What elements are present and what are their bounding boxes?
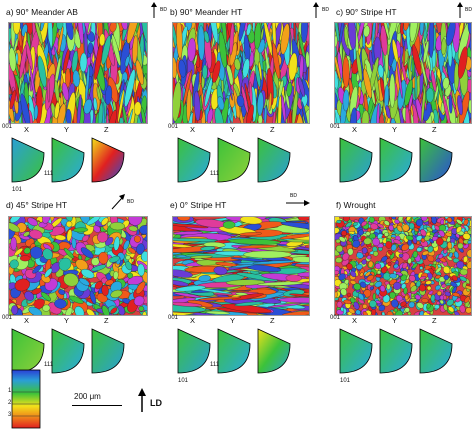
pf-axis-label: Z	[104, 125, 109, 134]
pf-axis-label: Y	[230, 316, 236, 325]
panel-b-label: b) 90° Meander HT	[170, 7, 243, 17]
legend-tick-1: 1	[8, 388, 12, 394]
ld-label: LD	[150, 398, 162, 408]
pole-figure	[10, 136, 46, 189]
pole-figure	[90, 136, 126, 189]
ebsd-map-e	[172, 216, 310, 316]
pole-figure	[90, 327, 126, 380]
pf-axis-label: X	[352, 316, 358, 325]
pole-figure	[378, 136, 414, 189]
corner-001: 001	[168, 124, 179, 130]
pf-axis-label: X	[190, 316, 196, 325]
panel-e-label: e) 0° Stripe HT	[170, 200, 227, 210]
pole-figure	[418, 327, 454, 380]
panel-e-arrow: BD	[284, 190, 314, 210]
pole-figure	[50, 136, 86, 189]
pf-axis-label: X	[352, 125, 358, 134]
corner-001: 001	[2, 124, 13, 130]
pf-axis-label: Y	[64, 316, 70, 325]
corner-111: 111	[210, 171, 220, 177]
pf-axis-label: X	[190, 125, 196, 134]
pf-axis-label: X	[24, 125, 30, 134]
corner-001: 001	[330, 124, 341, 130]
pf-axis-label: Y	[392, 316, 398, 325]
panel-c-arrow: BD	[457, 2, 474, 22]
corner-001: 001	[2, 315, 13, 321]
legend-tick-2: 2	[8, 400, 12, 406]
pf-axis-label: Z	[432, 316, 437, 325]
legend-tick-3: 3	[8, 412, 12, 418]
ebsd-map-f	[334, 216, 472, 316]
pf-axis-label: Z	[104, 316, 109, 325]
pole-figure	[176, 136, 212, 189]
panel-c-dir: BD	[465, 7, 472, 13]
panel-d-dir: BD	[127, 199, 134, 205]
pf-axis-label: Z	[270, 125, 275, 134]
ebsd-map-a	[8, 22, 148, 124]
pf-axis-label: Z	[432, 125, 437, 134]
ebsd-map-d	[8, 216, 148, 316]
ebsd-map-b	[172, 22, 310, 124]
pf-axis-label: Y	[392, 125, 398, 134]
corner-111: 111	[44, 171, 54, 177]
pole-figure	[176, 327, 212, 380]
pole-figure	[338, 136, 374, 189]
pole-figure	[418, 136, 454, 189]
corner-101: 101	[12, 187, 23, 193]
pole-figure	[216, 136, 252, 189]
scale-bar	[72, 405, 122, 406]
pole-figure	[338, 327, 374, 380]
pf-axis-label: X	[24, 316, 30, 325]
pole-figure	[256, 327, 292, 380]
scale-bar-label: 200 μm	[74, 392, 101, 401]
panel-a-dir: BD	[160, 7, 167, 13]
corner-001: 001	[168, 315, 179, 321]
pole-figure	[50, 327, 86, 380]
panel-d-label: d) 45° Stripe HT	[6, 200, 68, 210]
pf-axis-label: Y	[64, 125, 70, 134]
panel-f-label: f) Wrought	[336, 200, 376, 210]
corner-101: 101	[340, 378, 351, 384]
panel-c-label: c) 90° Stripe HT	[336, 7, 397, 17]
pole-figure	[378, 327, 414, 380]
panel-d-arrow: BD	[110, 193, 138, 213]
panel-a-label: a) 90° Meander AB	[6, 7, 78, 17]
panel-a-arrow: BD	[151, 2, 171, 22]
panel-b-arrow: BD	[313, 2, 333, 22]
panel-e-dir: BD	[290, 193, 297, 199]
intensity-legend: 1 2 3	[8, 368, 44, 435]
pole-figure	[216, 327, 252, 380]
pole-figure	[256, 136, 292, 189]
corner-001: 001	[330, 315, 341, 321]
corner-111: 111	[44, 362, 54, 368]
corner-101: 101	[178, 378, 189, 384]
pf-axis-label: Y	[230, 125, 236, 134]
pf-axis-label: Z	[270, 316, 275, 325]
corner-111: 111	[210, 362, 220, 368]
ebsd-map-c	[334, 22, 472, 124]
ld-arrow	[138, 388, 148, 416]
panel-b-dir: BD	[322, 7, 329, 13]
